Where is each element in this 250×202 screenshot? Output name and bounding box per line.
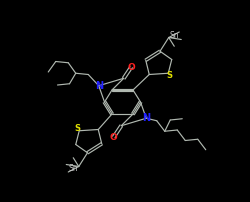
Text: Sn: Sn xyxy=(68,164,78,173)
Text: Sn: Sn xyxy=(170,31,179,40)
Text: O: O xyxy=(110,133,118,141)
Text: S: S xyxy=(167,71,173,80)
Text: S: S xyxy=(75,124,81,133)
Text: N: N xyxy=(142,113,150,123)
Text: O: O xyxy=(128,62,135,72)
Text: N: N xyxy=(95,81,103,91)
